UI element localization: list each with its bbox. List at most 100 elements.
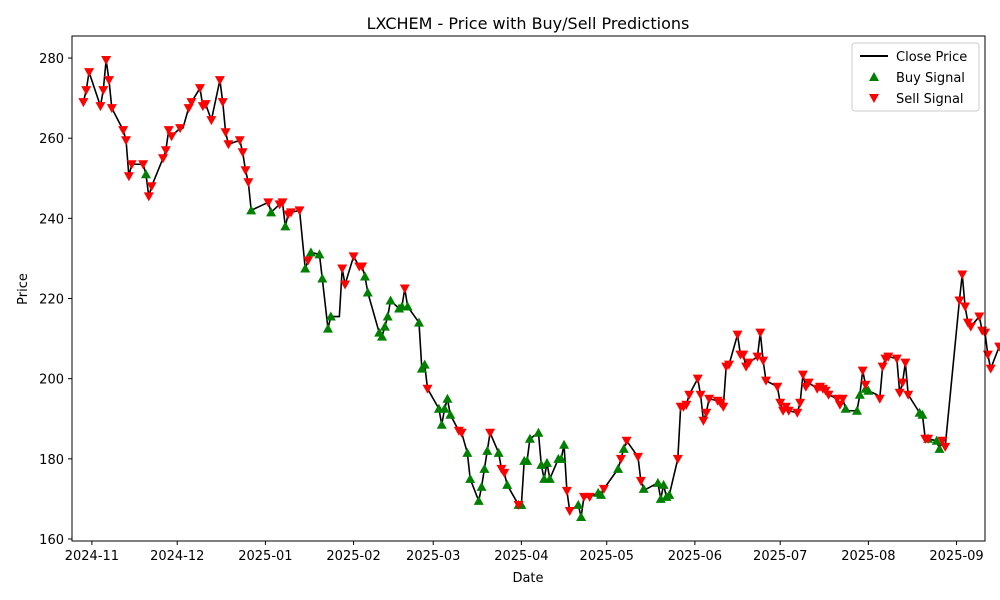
sell-signal-marker	[513, 500, 524, 510]
sell-signal-marker	[633, 452, 644, 462]
sell-signal-marker	[772, 382, 783, 392]
buy-signal-marker	[493, 447, 504, 457]
sell-signal-marker	[303, 256, 314, 266]
sell-signal-marker	[286, 208, 297, 218]
x-tick-label: 2025-05	[580, 549, 634, 564]
sell-signal-marker	[738, 350, 749, 360]
buy-signal-marker	[596, 489, 607, 499]
buy-signal-marker	[576, 511, 587, 521]
sell-signal-marker	[704, 394, 715, 404]
buy-signal-marker	[476, 481, 487, 491]
sell-signal-marker	[146, 182, 157, 192]
sell-signal-marker	[84, 68, 95, 78]
buy-signal-marker	[559, 439, 570, 449]
x-axis: 2024-11 2024-12 2025-01 2025-02 2025-03 2025-…	[65, 541, 984, 564]
buy-signal-marker	[479, 463, 490, 473]
sell-signal-marker	[897, 378, 908, 388]
buy-signal-marker	[362, 287, 373, 297]
sell-signal-marker	[698, 416, 709, 426]
sell-signal-marker	[615, 454, 626, 464]
sell-signal-marker	[960, 302, 971, 312]
x-tick-label: 2025-06	[668, 549, 722, 564]
marker-layer	[78, 56, 1000, 521]
buy-signal-marker	[280, 221, 291, 231]
sell-signal-marker	[877, 362, 888, 372]
y-tick-label: 280	[39, 52, 64, 67]
sell-signal-marker	[357, 262, 368, 272]
sell-signal-marker	[584, 492, 595, 502]
sell-signal-marker	[121, 136, 132, 146]
sell-signal-marker	[194, 84, 205, 94]
sell-signal-marker	[485, 428, 496, 438]
buy-signal-marker	[618, 443, 629, 453]
sell-signal-marker	[243, 178, 254, 188]
sell-signal-marker	[123, 172, 134, 182]
sell-signal-marker	[974, 312, 985, 322]
sell-signal-marker	[985, 364, 996, 374]
sell-signal-marker	[883, 352, 894, 362]
sell-signal-marker	[138, 160, 149, 170]
x-tick-label: 2025-04	[494, 549, 548, 564]
x-tick-label: 2025-07	[753, 549, 807, 564]
sell-signal-marker	[399, 284, 410, 294]
buy-signal-marker	[852, 405, 863, 415]
sell-signal-marker	[564, 506, 575, 516]
x-tick-label: 2024-11	[65, 549, 119, 564]
sell-signal-marker	[206, 116, 217, 126]
sell-signal-marker	[106, 104, 117, 114]
buy-signal-marker	[300, 263, 311, 273]
legend: Close Price Buy Signal Sell Signal	[851, 42, 980, 112]
y-tick-label: 220	[39, 293, 64, 308]
plot-area	[71, 35, 1000, 542]
sell-signal-marker	[220, 128, 231, 138]
sell-signal-marker	[837, 394, 848, 404]
sell-signal-marker	[758, 356, 769, 366]
sell-signal-marker	[143, 192, 154, 202]
buy-signal-marker	[305, 247, 316, 257]
buy-signal-marker	[863, 385, 874, 395]
y-tick-label: 180	[39, 453, 64, 468]
sell-signal-marker	[743, 358, 754, 368]
axes-frame	[71, 35, 986, 542]
buy-signal-marker	[917, 409, 928, 419]
sell-signal-marker	[217, 98, 228, 108]
sell-signal-marker	[348, 252, 359, 262]
buy-signal-marker	[445, 409, 456, 419]
buy-signal-marker	[442, 393, 453, 403]
sell-signal-marker	[101, 56, 112, 66]
buy-signal-marker	[524, 433, 535, 443]
buy-signal-marker	[638, 483, 649, 493]
sell-signal-marker	[223, 140, 234, 150]
sell-signal-marker	[994, 342, 1000, 352]
buy-signal-marker	[544, 473, 555, 483]
sell-signal-marker	[234, 136, 245, 146]
sell-signal-marker	[163, 126, 174, 136]
buy-signal-marker	[840, 403, 851, 413]
buy-signal-marker	[462, 447, 473, 457]
sell-signal-marker	[214, 76, 225, 86]
sell-signal-marker	[126, 160, 137, 170]
buy-signal-marker	[473, 495, 484, 505]
buy-signal-marker	[266, 207, 277, 217]
sell-signal-marker	[340, 280, 351, 290]
sell-signal-marker	[692, 374, 703, 384]
legend-box	[851, 42, 980, 112]
sell-signal-marker	[937, 436, 948, 446]
sell-signal-marker	[98, 86, 109, 96]
buy-signal-marker	[465, 473, 476, 483]
sell-signal-marker	[732, 330, 743, 340]
y-tick-label: 160	[39, 533, 64, 548]
buy-signal-marker	[377, 331, 388, 341]
sell-signal-marker	[891, 354, 902, 364]
sell-signal-marker	[81, 86, 92, 96]
buy-signal-marker	[573, 499, 584, 509]
buy-signal-marker	[652, 477, 663, 487]
sell-signal-marker	[795, 398, 806, 408]
y-tick-label: 260	[39, 132, 64, 147]
buy-signal-marker	[613, 463, 624, 473]
sell-signal-marker	[965, 322, 976, 332]
buy-signal-marker	[482, 445, 493, 455]
buy-signal-marker	[439, 403, 450, 413]
legend-close-price-label: Close Price	[896, 50, 967, 65]
